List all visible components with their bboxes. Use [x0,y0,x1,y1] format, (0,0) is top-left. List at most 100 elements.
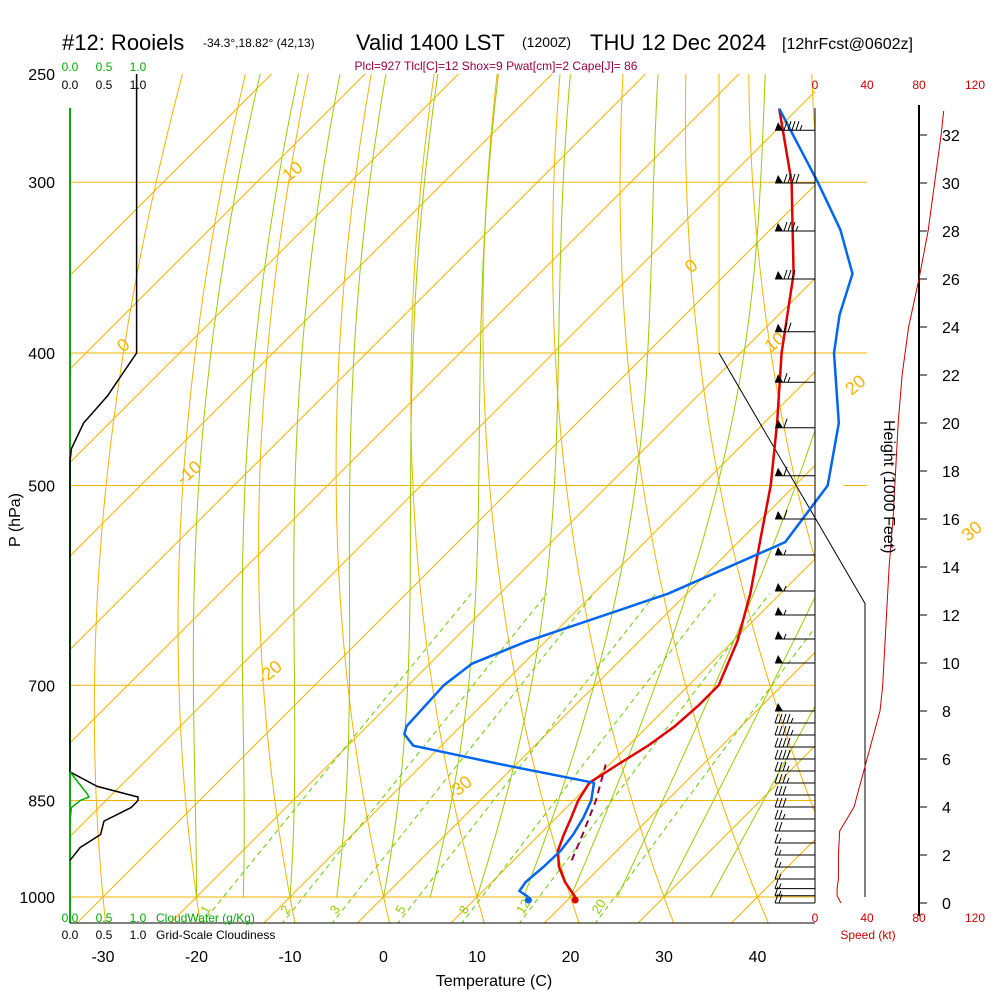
wind-barb-half [783,633,787,640]
title-date: THU 12 Dec 2024 [590,30,766,55]
wind-barb-pennant [775,607,783,615]
height-tick-label: 24 [942,320,960,337]
wind-barb-full [774,761,779,772]
wind-barb-full [787,269,792,280]
wind-barb [774,797,815,808]
wind-barb-full [787,221,792,232]
moist-adiabat [476,74,571,898]
dry-adiabat [410,74,485,923]
wind-panel-mask [815,353,867,923]
pressure-tick-label: 300 [28,175,55,192]
title-forecast: [12hrFcst@0602z] [782,36,913,53]
wind-barb-full [778,797,783,808]
wind-barb-full [774,809,779,820]
cloudiness-tick-top: 0.5 [96,78,113,92]
isotherm-line [263,371,815,923]
wind-barb [774,773,815,784]
height-tick-label: 10 [942,656,960,673]
wind-barb [774,725,815,736]
cloud-panel [69,74,139,923]
moist-adiabat [523,74,659,898]
wind-barb [775,655,815,664]
title-station: #12: Rooiels [62,30,184,55]
isotherm-line [637,745,815,923]
wind-barb-full [778,809,783,820]
pressure-tick-label: 500 [28,479,55,496]
moist-adiabat [241,74,300,897]
isotherm-line [76,184,815,923]
speed-tick-bottom: 120 [965,911,985,925]
wind-barb-pennant [775,122,783,131]
wind-barb [774,857,815,868]
height-tick-label: 14 [942,560,960,577]
temperature-line [556,108,795,898]
dry-adiabat [552,74,675,923]
wind-barb-half [778,883,782,889]
temperature-surface-marker [571,896,579,904]
wind-barb [774,761,815,772]
cloudiness-profile [69,74,139,861]
wind-barb-half [783,609,787,616]
cloudwater-tick-bottom: 1.0 [130,911,147,925]
wind-barb-pennant [775,583,783,591]
cloudwater-tick-bottom: 0.0 [62,911,79,925]
height-tick-label: 32 [942,128,960,145]
wind-barb [775,418,815,429]
wind-barb [774,713,815,724]
mixing-ratio-label: 5 [392,903,409,917]
wind-barb-full [791,221,796,232]
wind-barb-pennant [775,655,783,663]
dry-adiabat [619,74,769,923]
wind-barb-full [774,737,779,748]
wind-barb-full [774,725,779,736]
wind-barb-pennant [775,703,783,711]
wind-barb [775,269,815,280]
wind-barb-full [783,221,788,232]
wind-barb [775,547,815,556]
wind-barb [775,607,815,616]
dry-adiabat [684,74,815,814]
wind-barb [774,845,815,856]
isotherm-line [70,90,815,838]
height-tick-label: 6 [942,752,951,769]
pressure-tick-label: 400 [28,346,55,363]
wind-barb-full [783,173,788,184]
wind-barb [775,221,815,232]
wind-barb-full [778,761,783,772]
dry-adiabat-label: 10 [278,157,306,185]
mixing-ratio-line [518,593,770,923]
moist-adiabat [289,74,341,898]
pressure-tick-label: 250 [28,67,55,84]
wind-barb-full [783,418,788,428]
wind-barb-full [791,121,796,131]
wind-barb-full [786,737,791,748]
title-valid: Valid 1400 LST [356,30,505,55]
dry-adiabat [335,74,391,923]
wind-barb-full [774,857,779,868]
sounding-indices: Plcl=927 Tlcl[C]=12 Shox=9 Pwat[cm]=2 Ca… [355,59,638,73]
y-axis-label: P (hPa) [7,493,24,547]
height-tick-label: 8 [942,704,951,721]
dewpoint-surface-marker [524,896,532,904]
wind-barb-full [774,749,779,760]
wind-barb [775,373,815,383]
wind-barb-full [782,785,787,796]
wind-barb-full [783,466,788,476]
height-tick-label: 12 [942,608,960,625]
wind-barb-half [786,777,790,784]
wind-barb-full [778,749,783,760]
dry-adiabat-label: -20 [253,656,286,688]
cloudiness-tick-bottom: 1.0 [130,928,147,942]
wind-barb-full [774,833,779,844]
isotherm-line [70,74,553,557]
height-tick-label: 4 [942,800,951,817]
wind-barb [775,121,815,131]
wind-barb-full [774,821,779,832]
pressure-tick-label: 850 [28,794,55,811]
height-tick-label: 18 [942,464,960,481]
x-tick-label: 20 [562,949,580,966]
cloudiness-tick-bottom: 0.0 [62,928,79,942]
pressure-tick-label: 1000 [19,890,55,907]
